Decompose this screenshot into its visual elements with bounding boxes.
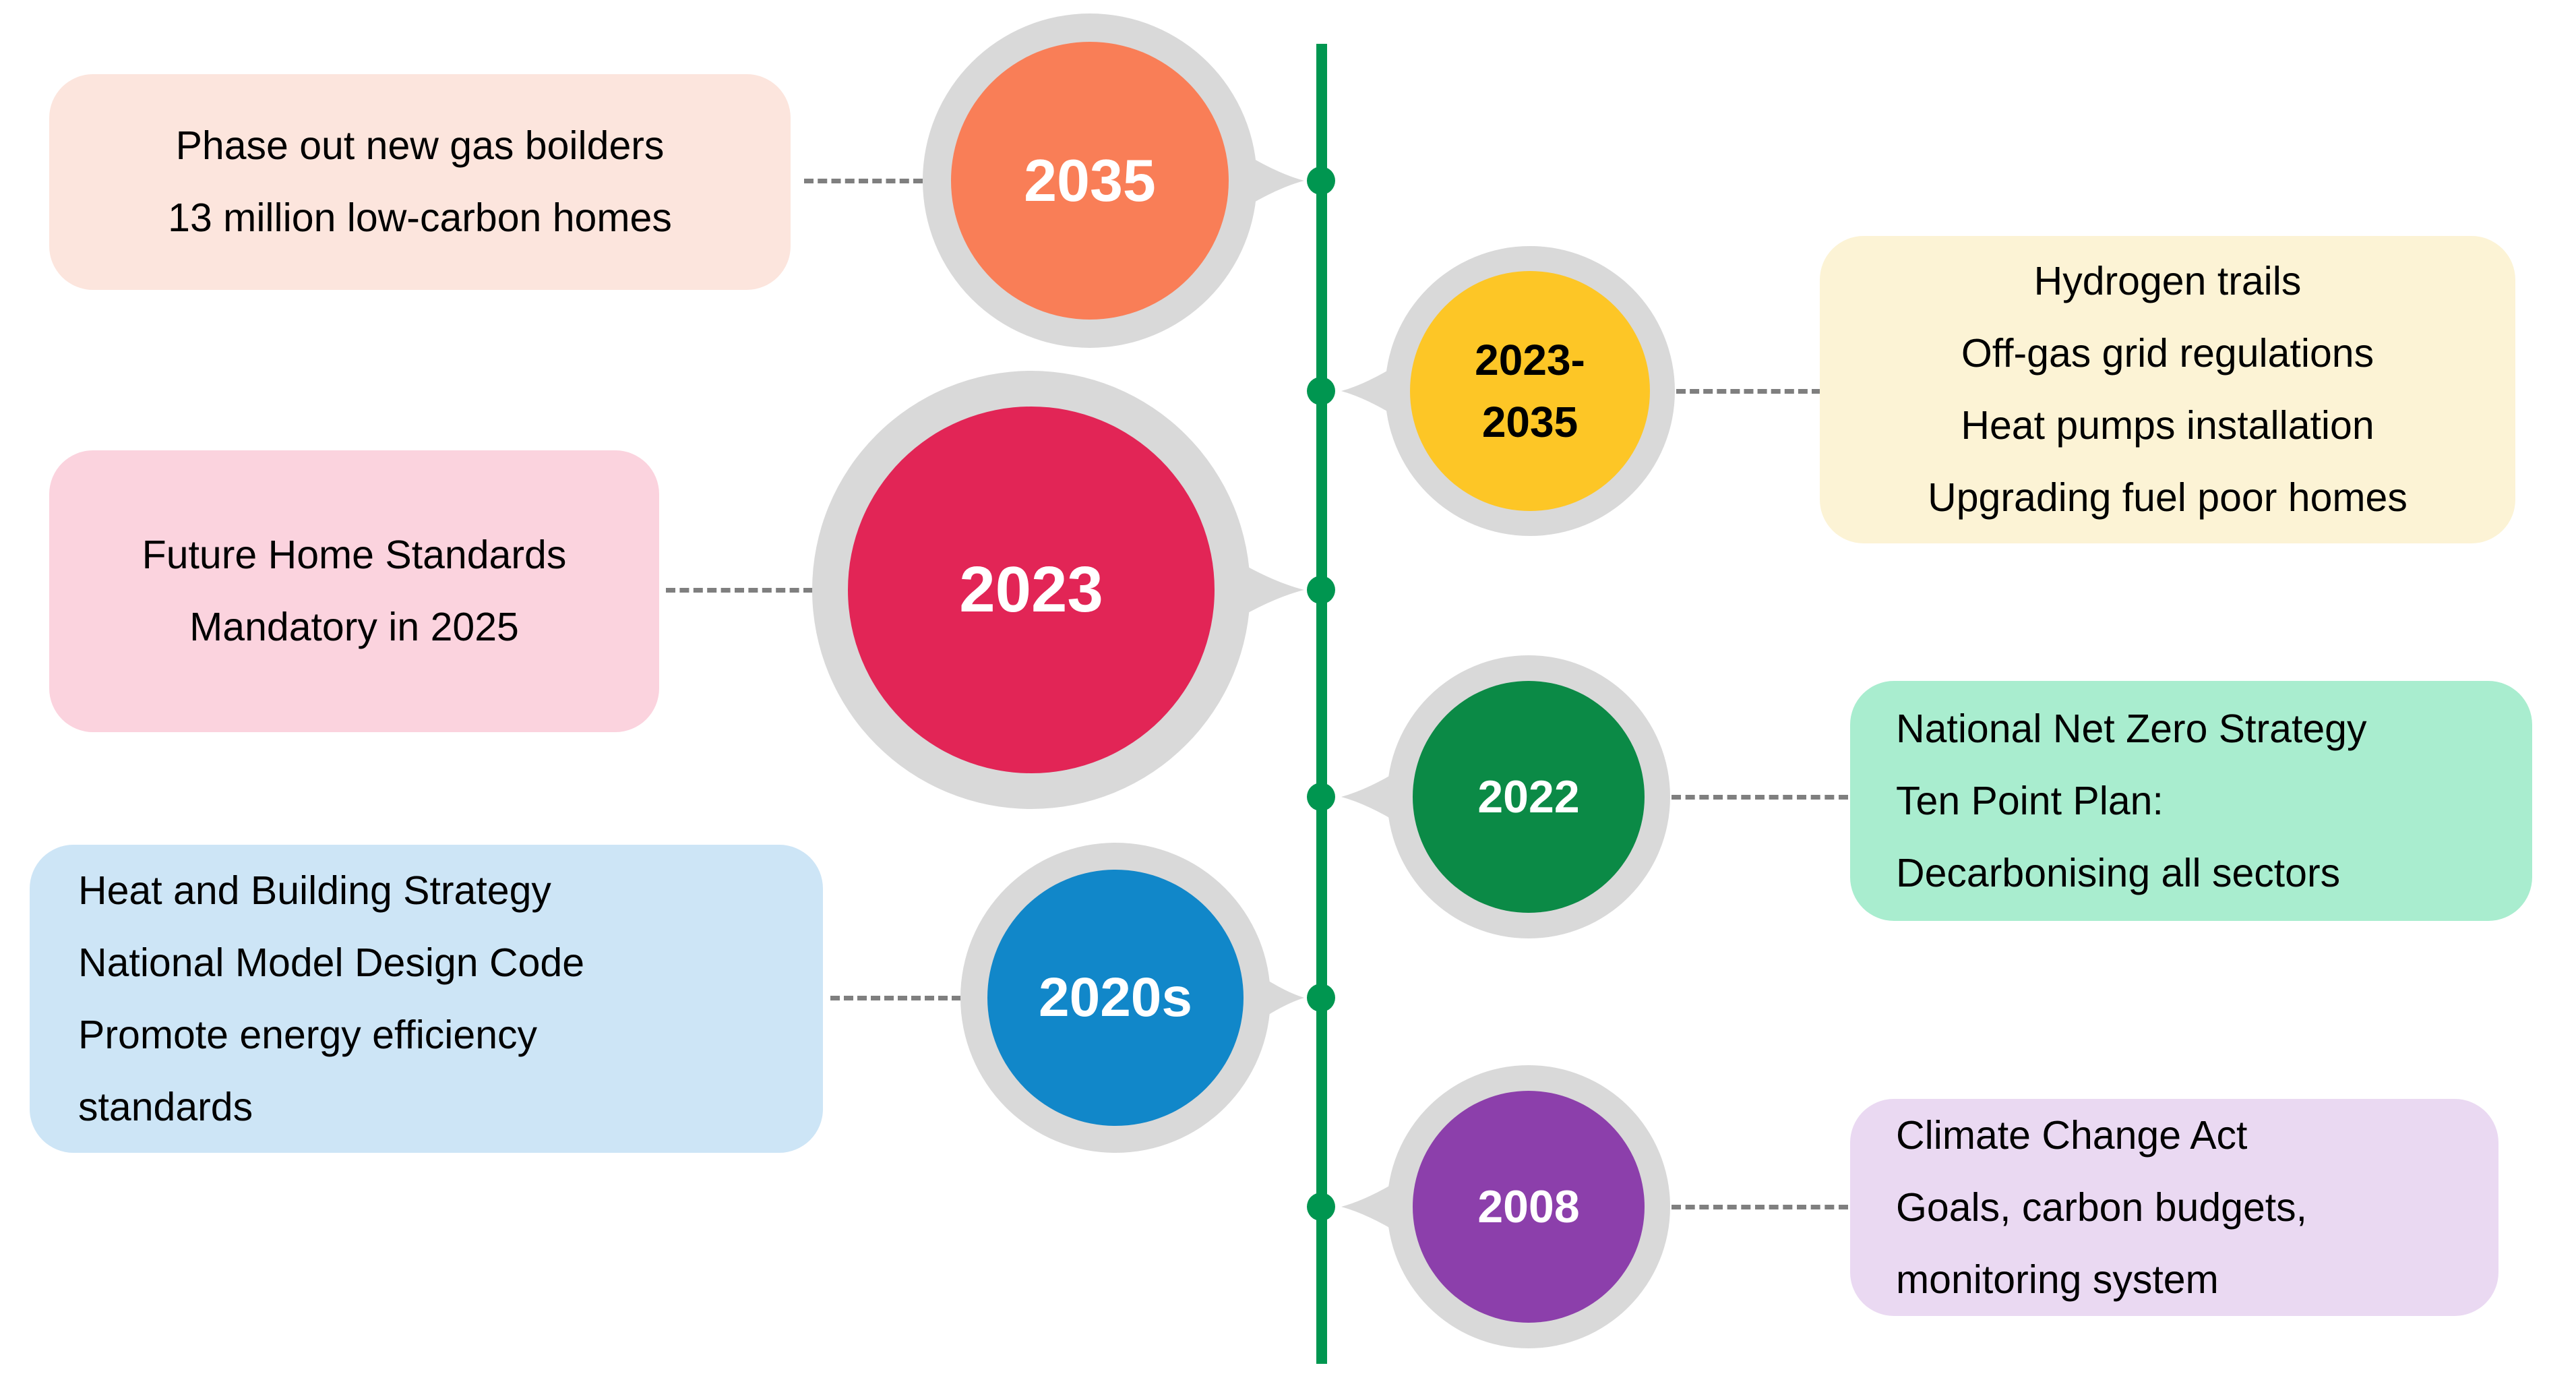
event-text-line: Goals, carbon budgets,	[1896, 1185, 2308, 1230]
timeline-dot-2022	[1307, 783, 1335, 811]
event-text-line: Heat pumps installation	[1961, 403, 2374, 448]
event-text-line: Mandatory in 2025	[189, 605, 519, 649]
event-text-line: National Model Design Code	[78, 940, 585, 985]
event-text-line: Heat and Building Strategy	[78, 868, 551, 913]
timeline-dot-2020s	[1307, 984, 1335, 1012]
event-box-2020s: Heat and Building Strategy National Mode…	[30, 845, 823, 1153]
event-text-line: monitoring system	[1896, 1257, 2219, 1302]
event-box-2035: Phase out new gas boilders 13 million lo…	[49, 74, 791, 290]
event-text-line: Future Home Standards	[142, 533, 567, 577]
year-circle-2023-2035: 2023- 2035	[1410, 271, 1650, 511]
timeline-dot-2023-2035	[1307, 377, 1335, 405]
event-text-line: Phase out new gas boilders	[175, 123, 665, 168]
connector-2008	[1672, 1205, 1848, 1209]
year-label: 2022	[1477, 771, 1580, 822]
timeline-axis	[1316, 44, 1327, 1364]
year-label: 2008	[1477, 1181, 1580, 1232]
event-text-line: Climate Change Act	[1896, 1112, 2248, 1158]
event-text-line: Off-gas grid regulations	[1961, 331, 2374, 376]
timeline-dot-2035	[1307, 167, 1335, 195]
event-text-line: 13 million low-carbon homes	[168, 196, 672, 240]
connector-2023	[666, 588, 813, 593]
connector-2022	[1672, 795, 1848, 800]
year-label: 2035	[1481, 398, 1578, 446]
timeline-dot-2008	[1307, 1193, 1335, 1221]
event-text-line: Hydrogen trails	[2033, 259, 2302, 303]
event-text-line: Upgrading fuel poor homes	[1928, 475, 2408, 520]
event-text-line: Decarbonising all sectors	[1896, 850, 2341, 895]
year-label: 2023	[959, 553, 1103, 626]
year-circle-2022: 2022	[1413, 681, 1645, 913]
event-text-line: Promote energy efficiency	[78, 1012, 538, 1057]
event-box-2023: Future Home Standards Mandatory in 2025	[49, 450, 659, 732]
event-box-2023-2035: Hydrogen trails Off-gas grid regulations…	[1820, 236, 2515, 543]
year-circle-2023: 2023	[848, 407, 1215, 773]
year-label: 2035	[1024, 147, 1156, 214]
connector-2020s	[830, 996, 961, 1000]
year-circle-2020s: 2020s	[987, 870, 1244, 1126]
event-text-line: National Net Zero Strategy	[1896, 706, 2367, 751]
year-circle-2035: 2035	[951, 42, 1229, 320]
timeline-dot-2023	[1307, 576, 1335, 604]
year-label: 2020s	[1038, 967, 1193, 1028]
year-label: 2023-	[1475, 336, 1585, 384]
event-box-2022: National Net Zero Strategy Ten Point Pla…	[1850, 681, 2532, 921]
event-text-line: Ten Point Plan:	[1896, 778, 2164, 823]
connector-2023-2035	[1676, 389, 1821, 394]
year-circle-2008: 2008	[1413, 1091, 1645, 1323]
event-text-line: standards	[78, 1084, 253, 1129]
event-box-2008: Climate Change Act Goals, carbon budgets…	[1850, 1099, 2498, 1316]
connector-2035	[804, 179, 923, 183]
